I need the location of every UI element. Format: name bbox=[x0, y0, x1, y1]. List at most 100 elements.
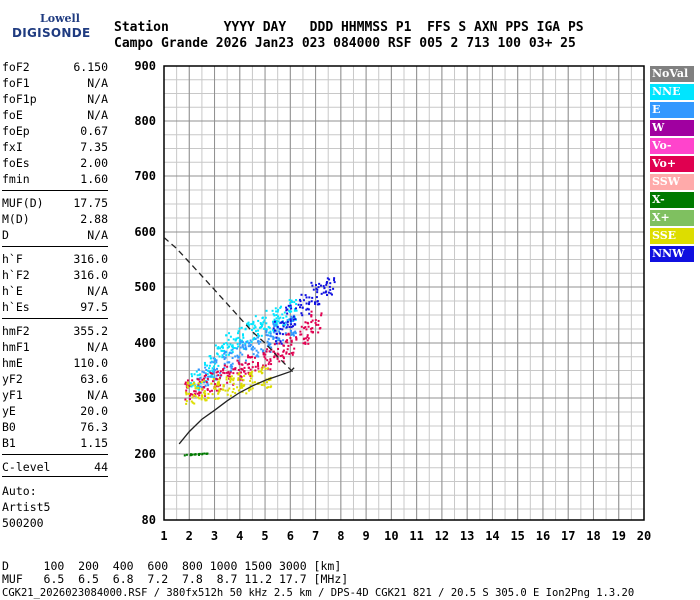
data-point bbox=[210, 382, 213, 385]
data-point bbox=[280, 321, 283, 324]
data-point bbox=[244, 372, 247, 375]
data-point bbox=[267, 386, 270, 389]
data-point bbox=[317, 286, 320, 289]
data-point bbox=[263, 355, 266, 358]
data-point bbox=[193, 393, 196, 396]
data-point bbox=[285, 309, 288, 312]
data-point bbox=[184, 398, 187, 401]
data-point bbox=[213, 359, 216, 362]
data-point bbox=[328, 285, 331, 288]
data-point bbox=[204, 393, 207, 396]
data-point bbox=[285, 351, 288, 354]
data-point bbox=[292, 318, 295, 321]
data-point bbox=[251, 375, 254, 378]
data-point bbox=[304, 337, 307, 340]
legend-item-nne: NNE bbox=[650, 84, 694, 100]
data-point bbox=[329, 292, 332, 295]
data-point bbox=[221, 388, 224, 391]
data-point bbox=[257, 329, 260, 332]
data-point bbox=[215, 361, 218, 364]
data-point bbox=[237, 345, 240, 348]
data-point bbox=[222, 385, 225, 388]
data-point bbox=[247, 371, 250, 374]
plot-frame bbox=[163, 65, 645, 521]
data-point bbox=[262, 321, 265, 324]
data-point bbox=[224, 350, 227, 353]
data-point bbox=[312, 331, 315, 334]
data-point bbox=[257, 336, 260, 339]
data-point bbox=[268, 331, 271, 334]
data-point bbox=[249, 384, 252, 387]
data-point bbox=[308, 312, 311, 315]
data-point bbox=[225, 376, 228, 379]
data-point bbox=[214, 387, 217, 390]
data-point bbox=[225, 378, 228, 381]
data-point bbox=[193, 402, 196, 405]
param-value: 110.0 bbox=[73, 356, 108, 370]
data-point bbox=[290, 339, 293, 342]
data-point bbox=[290, 343, 293, 346]
data-point bbox=[322, 285, 325, 288]
legend-item-x: X- bbox=[650, 192, 694, 208]
data-point bbox=[243, 374, 246, 377]
param-row-d: D N/A bbox=[2, 228, 108, 244]
data-point bbox=[230, 349, 233, 352]
data-point bbox=[319, 326, 322, 329]
x-tick-label: 13 bbox=[460, 529, 474, 543]
data-point bbox=[240, 326, 243, 329]
data-point bbox=[241, 353, 244, 356]
series-sse bbox=[184, 365, 273, 405]
param-value: 97.5 bbox=[80, 300, 108, 314]
x-tick-label: 16 bbox=[536, 529, 550, 543]
x-tick-label: 2 bbox=[186, 529, 193, 543]
param-value: N/A bbox=[87, 284, 108, 298]
data-point bbox=[200, 388, 203, 391]
data-point bbox=[219, 388, 222, 391]
data-point bbox=[260, 348, 263, 351]
data-point bbox=[267, 338, 270, 341]
data-point bbox=[259, 370, 262, 373]
data-point bbox=[194, 390, 197, 393]
data-point bbox=[185, 389, 188, 392]
data-point bbox=[276, 325, 279, 328]
data-point bbox=[268, 350, 271, 353]
data-point bbox=[269, 343, 272, 346]
param-value: N/A bbox=[87, 388, 108, 402]
data-point bbox=[191, 375, 194, 378]
data-point bbox=[244, 361, 247, 364]
data-point bbox=[275, 322, 278, 325]
data-point bbox=[287, 344, 290, 347]
data-point bbox=[225, 342, 228, 345]
data-point bbox=[207, 384, 210, 387]
x-tick-label: 4 bbox=[236, 529, 243, 543]
data-point bbox=[185, 402, 188, 405]
data-point bbox=[279, 306, 282, 309]
data-point bbox=[237, 368, 240, 371]
param-name: hmE bbox=[2, 356, 23, 370]
data-point bbox=[257, 363, 260, 366]
data-point bbox=[282, 325, 285, 328]
data-point bbox=[265, 329, 268, 332]
data-point bbox=[229, 335, 232, 338]
param-name: yF1 bbox=[2, 388, 23, 402]
data-point bbox=[264, 353, 267, 356]
data-point bbox=[254, 337, 257, 340]
data-point bbox=[231, 348, 234, 351]
data-point bbox=[186, 385, 189, 388]
data-point bbox=[217, 384, 220, 387]
data-point bbox=[261, 371, 264, 374]
param-name: h`F2 bbox=[2, 268, 30, 282]
data-point bbox=[310, 314, 313, 317]
data-point bbox=[307, 325, 310, 328]
param-name: h`Es bbox=[2, 300, 30, 314]
data-point bbox=[273, 343, 276, 346]
data-point bbox=[242, 341, 245, 344]
data-point bbox=[272, 327, 275, 330]
data-point bbox=[210, 389, 213, 392]
data-point bbox=[248, 362, 251, 365]
data-point bbox=[276, 352, 279, 355]
data-point bbox=[261, 316, 264, 319]
data-point bbox=[327, 291, 330, 294]
data-point bbox=[228, 361, 231, 364]
auto-label: Auto: bbox=[2, 484, 37, 498]
